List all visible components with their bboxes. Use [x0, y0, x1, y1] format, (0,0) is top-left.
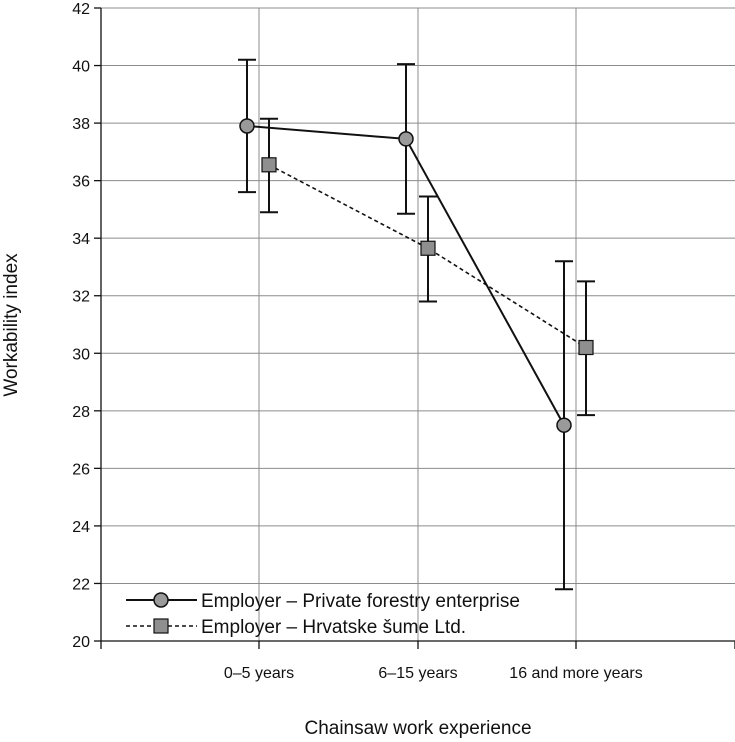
y-tick-label: 32	[72, 289, 90, 306]
grid-lines	[101, 7, 735, 641]
legend-marker-square	[153, 618, 169, 634]
data-point-square	[420, 240, 436, 256]
x-tick-labels: 0–5 years 6–15 years 16 and more years	[224, 665, 643, 682]
y-tick-label: 28	[72, 404, 90, 421]
legend-label-1: Employer – Private forestry enterprise	[201, 591, 520, 612]
y-tick-labels: 20 22 24 26 28 30 32 34 36 38 40 42	[72, 1, 90, 651]
series-1	[238, 58, 573, 591]
axes	[94, 7, 735, 649]
legend-marker-circle	[153, 592, 169, 608]
series-line	[268, 164, 587, 349]
x-tick-label: 0–5 years	[224, 665, 294, 682]
y-tick-label: 36	[72, 174, 90, 191]
y-tick-label: 24	[72, 519, 90, 536]
legend-label-2: Employer – Hrvatske šume Ltd.	[201, 617, 466, 638]
legend: Employer – Private forestry enterprise Em…	[126, 591, 520, 638]
y-tick-label: 20	[72, 634, 90, 651]
y-tick-label: 42	[72, 1, 90, 18]
y-tick-label: 34	[72, 231, 90, 248]
y-tick-label: 38	[72, 116, 90, 133]
y-tick-label: 30	[72, 346, 90, 363]
x-axis-title: Chainsaw work experience	[304, 718, 531, 739]
data-point-circle	[239, 118, 255, 134]
data-point-square	[578, 339, 594, 356]
x-tick-label: 6–15 years	[378, 665, 457, 682]
series	[238, 58, 595, 591]
y-tick-label: 22	[72, 576, 90, 593]
data-point-square	[261, 157, 277, 173]
series-2	[260, 117, 595, 417]
x-tick-label: 16 and more years	[509, 665, 642, 682]
y-axis-title: Workability index	[1, 253, 22, 397]
data-point-circle	[398, 131, 414, 147]
y-tick-label: 40	[72, 59, 90, 76]
y-tick-label: 26	[72, 461, 90, 478]
data-point-circle	[556, 417, 572, 433]
